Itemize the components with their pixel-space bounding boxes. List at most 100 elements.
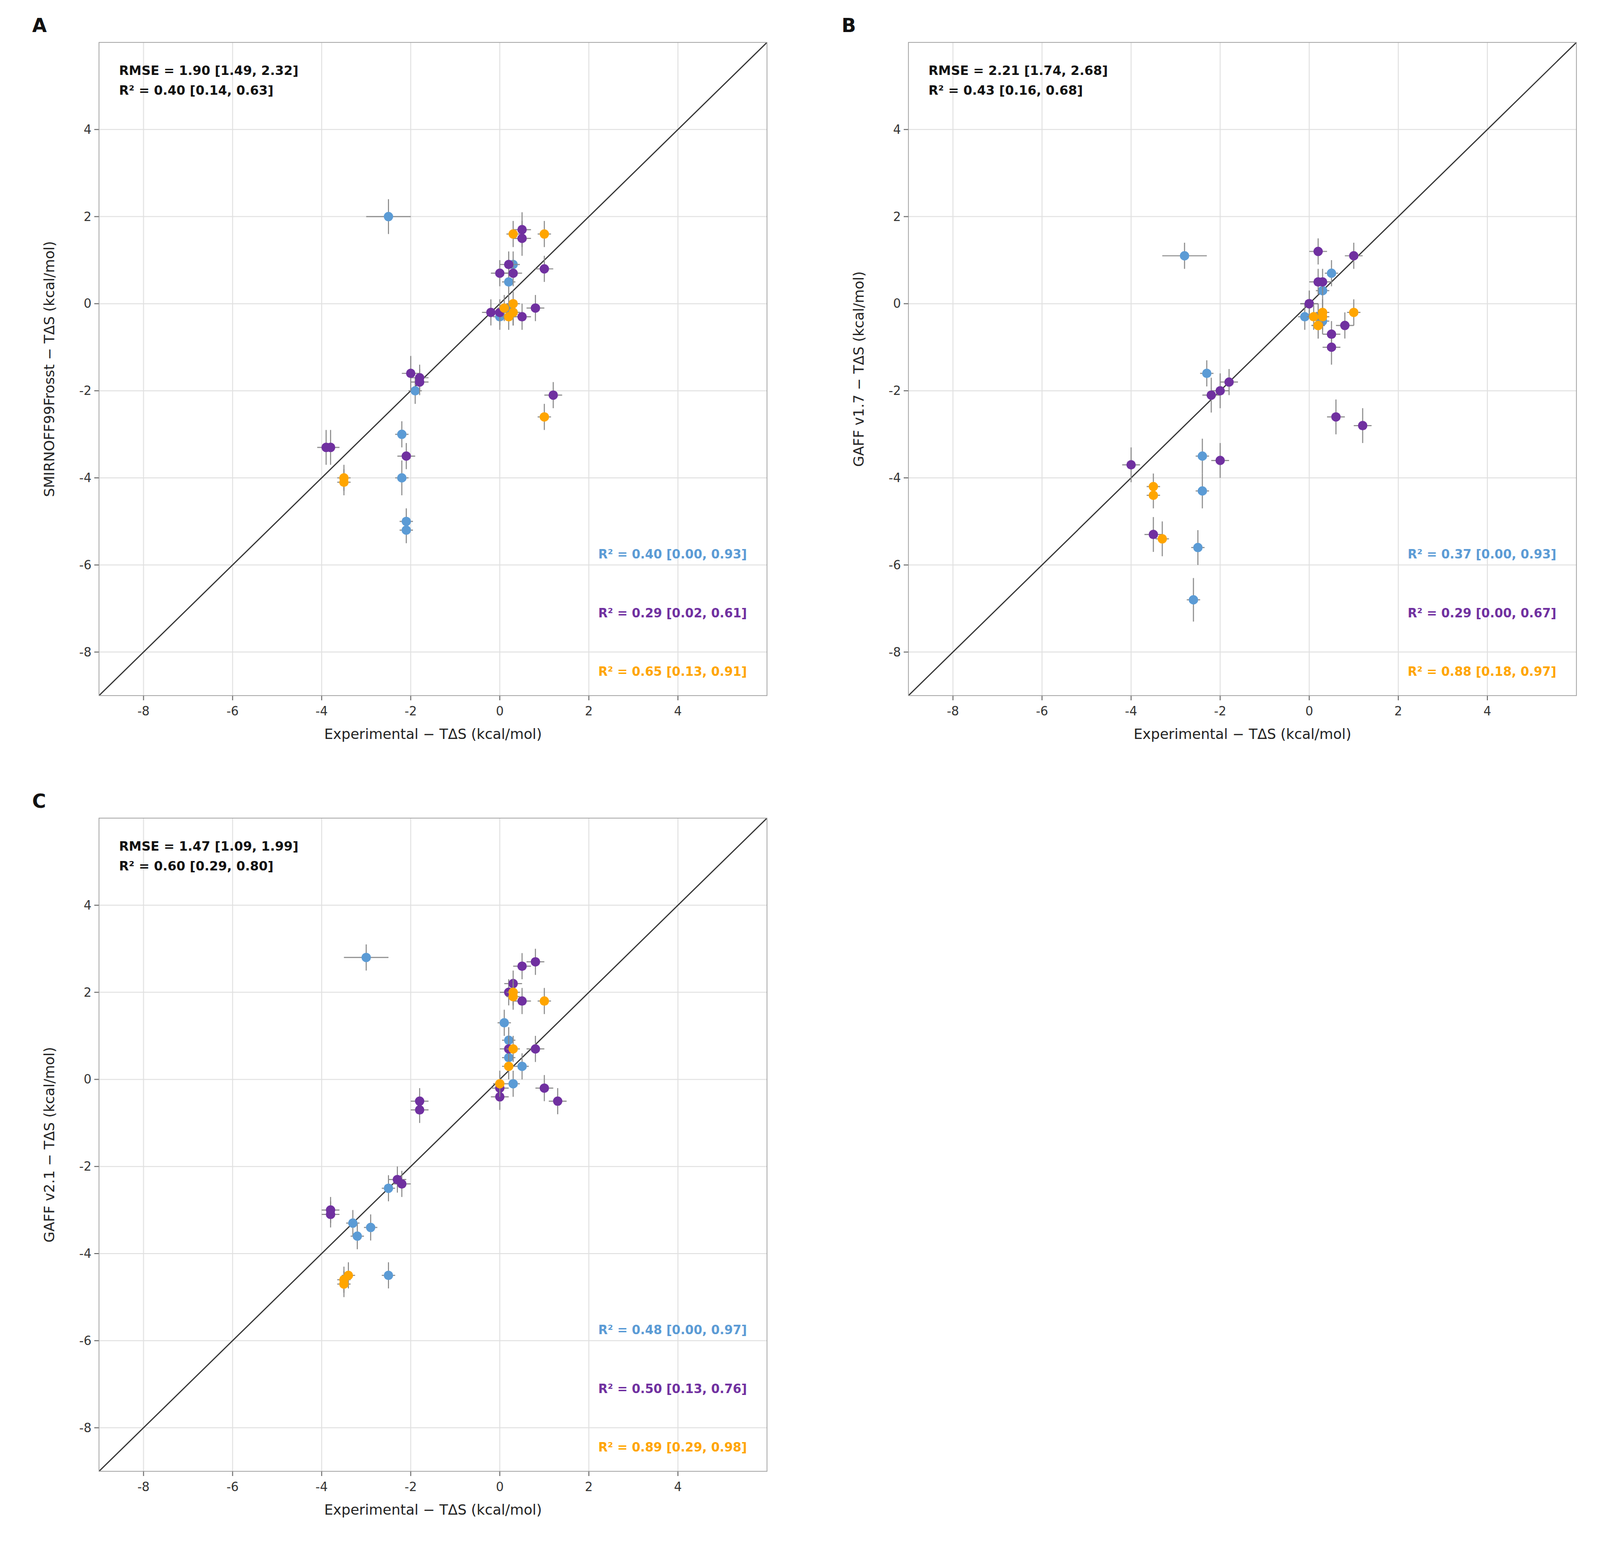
point xyxy=(539,1083,550,1094)
point xyxy=(494,1079,505,1089)
grid-line xyxy=(908,390,1577,392)
grid-line xyxy=(98,390,768,392)
stats-annotation: RMSE = 1.47 [1.09, 1.99]R² = 0.60 [0.29,… xyxy=(119,839,299,874)
tick xyxy=(94,390,99,392)
point xyxy=(1224,377,1234,388)
tick-label: 0 xyxy=(1305,704,1314,719)
tick-label: 0 xyxy=(83,296,92,311)
point xyxy=(339,477,349,487)
point xyxy=(1340,321,1350,331)
tick-label: 4 xyxy=(83,898,92,913)
tick-label: 0 xyxy=(495,1480,504,1495)
point xyxy=(1358,420,1368,431)
point xyxy=(414,1105,425,1115)
point xyxy=(392,1175,403,1185)
tick-label: -6 xyxy=(1035,704,1048,719)
point xyxy=(1349,307,1359,318)
tick-label: 4 xyxy=(1483,704,1492,719)
tick xyxy=(94,564,99,566)
plot-frame xyxy=(908,42,1577,696)
point xyxy=(503,277,514,287)
tick-label: 2 xyxy=(1394,704,1403,719)
tick-label: 4 xyxy=(83,122,92,137)
grid-line xyxy=(142,818,144,1472)
tick xyxy=(1308,695,1310,701)
series xyxy=(1121,238,1372,553)
point xyxy=(530,1044,541,1055)
grid-line xyxy=(98,651,768,653)
point xyxy=(1206,390,1216,400)
grid-line xyxy=(677,42,679,696)
tick-label: -4 xyxy=(315,704,328,719)
grid-line xyxy=(952,42,954,696)
r2-annotation: R² = 0.88 [0.18, 0.97] xyxy=(1407,664,1557,679)
tick-label: -4 xyxy=(79,470,92,486)
tick xyxy=(94,1427,99,1429)
point xyxy=(1318,277,1328,287)
tick xyxy=(1486,695,1488,701)
point xyxy=(401,451,412,462)
grid-line xyxy=(1219,42,1221,696)
point xyxy=(1215,386,1225,396)
tick-label: 4 xyxy=(892,122,901,137)
point xyxy=(1313,321,1323,331)
point xyxy=(517,961,527,972)
point xyxy=(1326,342,1337,353)
data-layer xyxy=(908,42,1577,696)
point xyxy=(1313,247,1323,257)
tick xyxy=(231,695,233,701)
point xyxy=(396,473,407,483)
point xyxy=(1148,481,1159,492)
grid xyxy=(98,818,768,1472)
point xyxy=(410,386,421,396)
grid-line xyxy=(1130,42,1132,696)
series xyxy=(321,948,567,1228)
tick xyxy=(94,303,99,305)
tick xyxy=(588,695,590,701)
x-axis-label: Experimental − TΔS (kcal/mol) xyxy=(324,1501,543,1519)
tick-label: 0 xyxy=(83,1072,92,1087)
point xyxy=(1197,486,1207,496)
grid-line xyxy=(1308,42,1310,696)
grid-line xyxy=(321,42,322,696)
tick-label: 0 xyxy=(892,296,901,311)
tick-label: 4 xyxy=(674,704,683,719)
point xyxy=(503,259,514,270)
series xyxy=(1162,242,1338,622)
point xyxy=(508,229,519,240)
x-axis-label: Experimental − TΔS (kcal/mol) xyxy=(324,725,543,743)
series xyxy=(366,199,520,544)
panel-label: B xyxy=(841,14,857,37)
grid-line xyxy=(1397,42,1399,696)
tick xyxy=(903,129,909,131)
point xyxy=(1313,321,1323,331)
tick-label: 2 xyxy=(83,209,92,224)
tick-label: 4 xyxy=(674,1480,683,1495)
tick xyxy=(321,1471,322,1477)
panel-label: A xyxy=(32,14,47,37)
grid-line xyxy=(98,1166,768,1168)
tick xyxy=(499,695,501,701)
point xyxy=(539,229,550,240)
tick xyxy=(410,695,412,701)
tick xyxy=(94,1166,99,1168)
plot-frame xyxy=(98,818,768,1472)
point xyxy=(508,307,519,318)
tick-label: -8 xyxy=(946,704,959,719)
stats-line: R² = 0.43 [0.16, 0.68] xyxy=(928,82,1084,98)
point xyxy=(499,1018,510,1028)
grid xyxy=(908,42,1577,696)
point xyxy=(1197,451,1207,462)
tick xyxy=(94,992,99,994)
grid-line xyxy=(1486,42,1488,696)
tick xyxy=(142,695,144,701)
tick xyxy=(94,477,99,479)
point xyxy=(1304,298,1314,309)
point xyxy=(517,312,527,322)
tick xyxy=(677,1471,679,1477)
grid-line xyxy=(98,905,768,907)
stats-line: RMSE = 2.21 [1.74, 2.68] xyxy=(928,63,1109,78)
grid-line xyxy=(98,1340,768,1342)
point xyxy=(1349,251,1359,261)
panel-label: C xyxy=(32,790,46,813)
